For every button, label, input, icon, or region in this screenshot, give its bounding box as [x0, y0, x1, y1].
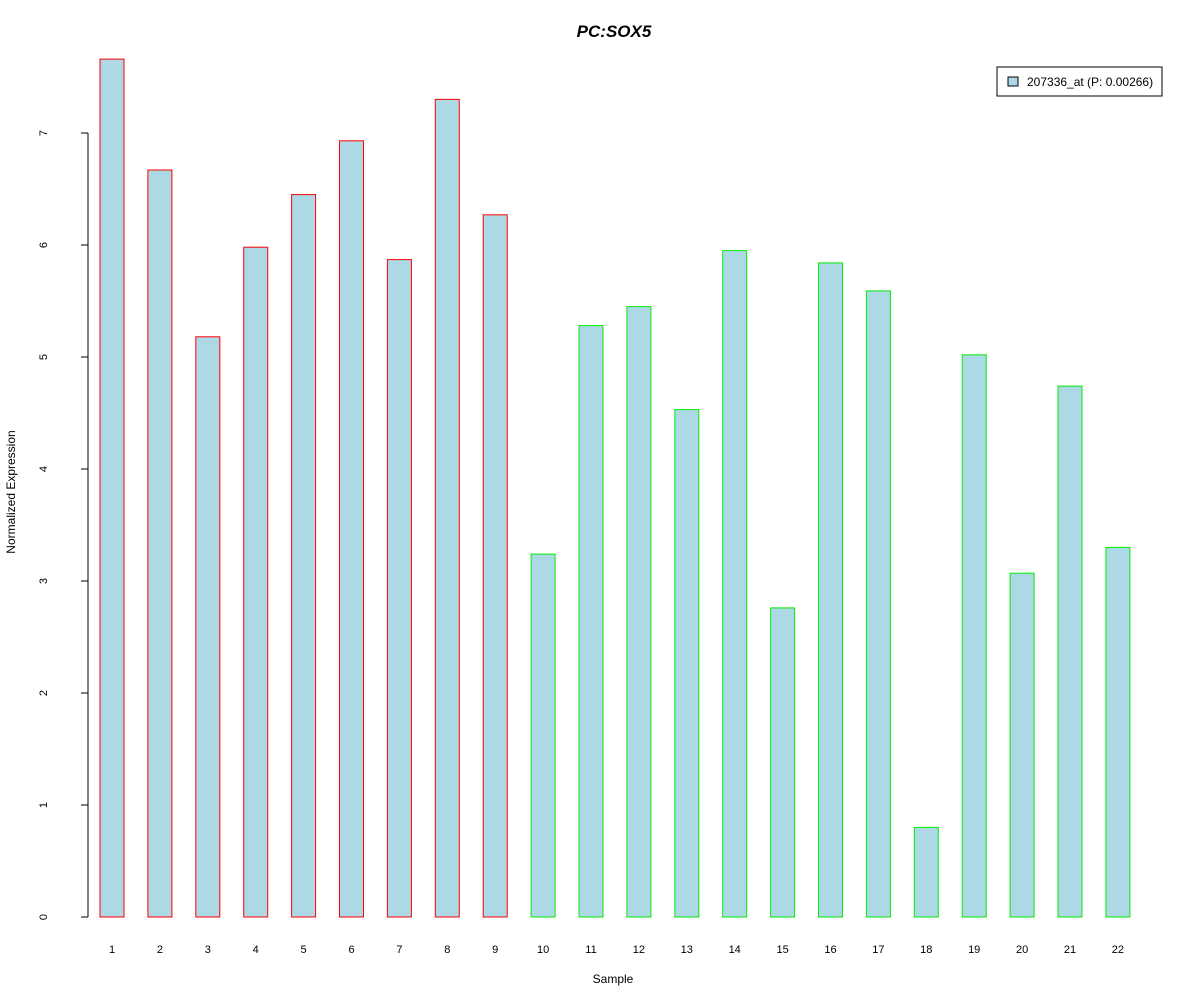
- bars: [99, 58, 1131, 918]
- bar-sample-7: [386, 259, 412, 918]
- x-tick-label: 21: [1064, 944, 1076, 956]
- x-tick-label: 10: [537, 944, 549, 956]
- x-tick-label: 13: [681, 944, 693, 956]
- x-axis-label: Sample: [593, 972, 634, 986]
- bar-sample-14: [722, 250, 748, 918]
- x-tick-label: 8: [444, 944, 450, 956]
- y-tick-label: 6: [38, 242, 50, 248]
- x-tick-label: 6: [348, 944, 354, 956]
- bar-sample-22: [1105, 546, 1131, 918]
- x-tick-labels: 1 2 3 4 5 6 7 8 9 10 11 12 13 14 15 16 17 18 19 20 21 22: [109, 944, 1124, 956]
- bar-sample-17: [865, 290, 891, 918]
- bar-sample-16: [818, 262, 843, 918]
- bar-sample-11: [578, 325, 604, 918]
- x-tick-label: 15: [776, 944, 788, 956]
- chart-title: PC:SOX5: [577, 22, 652, 41]
- bar-sample-1: [99, 58, 125, 918]
- bar-sample-19: [961, 354, 987, 918]
- x-tick-label: 19: [968, 944, 980, 956]
- bar-sample-5: [291, 194, 317, 918]
- x-tick-label: 5: [301, 944, 307, 956]
- x-tick-label: 4: [253, 944, 259, 956]
- bar-sample-18: [913, 826, 939, 918]
- x-tick-label: 12: [633, 944, 645, 956]
- bar-sample-4: [243, 246, 269, 918]
- bar-sample-21: [1057, 385, 1083, 918]
- x-tick-label: 1: [109, 944, 115, 956]
- bar-sample-8: [434, 98, 460, 918]
- x-tick-label: 18: [920, 944, 932, 956]
- bar-sample-9: [482, 214, 508, 918]
- y-tick-label: 3: [38, 578, 50, 584]
- x-tick-label: 17: [872, 944, 884, 956]
- x-tick-label: 16: [824, 944, 836, 956]
- bar-sample-15: [770, 607, 796, 918]
- y-tick-label: 5: [38, 354, 50, 360]
- bar-sample-6: [339, 140, 364, 918]
- legend-label: 207336_at (P: 0.00266): [1027, 75, 1153, 89]
- x-tick-label: 14: [729, 944, 741, 956]
- y-tick-label: 4: [38, 466, 50, 472]
- legend: 207336_at (P: 0.00266): [996, 66, 1163, 97]
- bar-sample-10: [530, 553, 556, 918]
- y-tick-label: 1: [38, 802, 50, 808]
- legend-box: [996, 66, 1163, 97]
- y-tick-label: 0: [38, 914, 50, 920]
- x-tick-label: 7: [396, 944, 402, 956]
- bar-sample-20: [1009, 572, 1035, 918]
- x-tick-label: 11: [585, 944, 596, 956]
- bar-sample-13: [674, 409, 700, 918]
- x-tick-label: 3: [205, 944, 211, 956]
- y-tick-label: 2: [38, 690, 50, 696]
- bar-sample-3: [195, 336, 221, 918]
- legend-swatch: [1007, 76, 1019, 87]
- bar-sample-2: [147, 169, 173, 918]
- x-tick-label: 9: [492, 944, 498, 956]
- bar-sample-12: [626, 306, 652, 918]
- y-axis-label: Normalized Expression: [4, 430, 18, 553]
- x-tick-label: 2: [157, 944, 163, 956]
- y-tick-label: 7: [38, 130, 50, 136]
- x-tick-label: 22: [1112, 944, 1124, 956]
- x-tick-label: 20: [1016, 944, 1028, 956]
- y-axis: 0 1 2 3 4 5 6 7: [38, 130, 89, 920]
